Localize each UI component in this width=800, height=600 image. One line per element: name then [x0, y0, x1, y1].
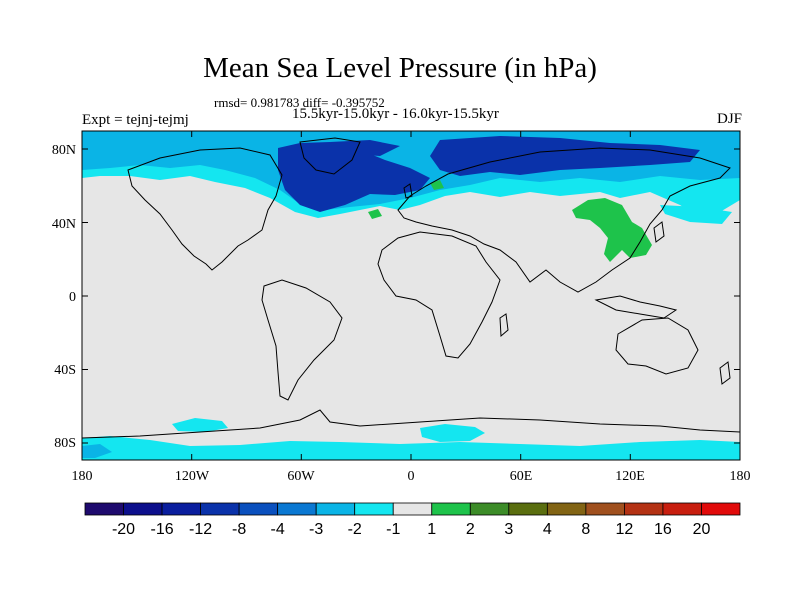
lon-tick-60e: 60E: [510, 469, 533, 484]
antarctic-light-negative-band: [82, 436, 740, 460]
greenland-strong-negative-patch: [330, 140, 400, 156]
colorbar-label: -4: [271, 521, 285, 538]
colorbar-box: [508, 502, 548, 516]
north-atlantic-strong-negative-core: [278, 142, 430, 212]
colorbar-box: [701, 502, 741, 516]
new-zealand-outline: [719, 361, 731, 385]
colorbar-box: [354, 502, 394, 516]
coastlines: [82, 137, 740, 439]
colorbar: [84, 502, 741, 516]
japan-outline: [653, 221, 665, 243]
colorbar-box: [238, 502, 279, 516]
colorbar-box: [624, 502, 664, 516]
lat-tick-40n: 40N: [52, 217, 76, 232]
colorbar-box: [123, 502, 163, 516]
lon-tick-120w: 120W: [175, 469, 210, 484]
colorbar-label: -16: [150, 521, 173, 538]
period-label: 15.5kyr-15.0kyr - 16.0kyr-15.5kyr: [292, 106, 499, 122]
colorbar-box: [200, 502, 240, 516]
south-atlantic-light-negative-patch: [420, 424, 485, 442]
eurasian-arctic-strong-negative-core: [430, 136, 700, 176]
colorbar-box: [431, 502, 471, 516]
antarctica-outline: [82, 409, 740, 439]
lat-tick-80s: 80S: [54, 436, 76, 451]
south-america-outline: [261, 279, 343, 401]
colorbar-label: 12: [616, 521, 634, 538]
lat-tick-0: 0: [69, 290, 76, 305]
colorbar-label: -20: [112, 521, 135, 538]
colorbar-box: [546, 502, 587, 516]
lon-tick-120e: 120E: [615, 469, 645, 484]
colorbar-box: [315, 502, 356, 516]
colorbar-label: -12: [189, 521, 212, 538]
british-isles-outline: [403, 183, 413, 199]
lon-tick-60w: 60W: [287, 469, 315, 484]
colorbar-label: -1: [386, 521, 400, 538]
madagascar-outline: [499, 313, 509, 338]
colorbar-label: 8: [581, 521, 590, 538]
axis-tick-marks: [81, 131, 741, 460]
colorbar-label: 2: [466, 521, 475, 538]
colorbar-label: 16: [654, 521, 672, 538]
maritime-continent-outline: [594, 295, 678, 319]
colorbar-box: [161, 502, 201, 516]
antarctic-mid-negative-patch: [82, 444, 112, 458]
colorbar-label: -2: [348, 521, 362, 538]
colorbar-box: [585, 502, 625, 516]
colorbar-label: 4: [543, 521, 552, 538]
south-pacific-light-negative-patch: [172, 418, 228, 432]
rmsd-diff-stats: rmsd= 0.981783 diff= -0.395752: [214, 95, 385, 110]
colorbar-box: [469, 502, 510, 516]
scandinavia-positive-patch: [430, 180, 444, 190]
colorbar-box: [277, 502, 317, 516]
kamchatka-light-negative-patch: [660, 205, 732, 224]
colorbar-label: 3: [504, 521, 513, 538]
lat-tick-80n: 80N: [52, 143, 76, 158]
atlantic-positive-patch: [368, 209, 382, 219]
season-label: DJF: [716, 111, 742, 127]
north-america-outline: [127, 147, 283, 271]
colorbar-label: 1: [427, 521, 436, 538]
east-asia-positive-anomaly: [572, 198, 652, 262]
lon-tick-180-west: 180: [72, 469, 93, 484]
colorbar-label: -8: [232, 521, 246, 538]
africa-outline: [377, 231, 501, 359]
colorbar-labels: -20 -16 -12 -8 -4 -3 -2 -1 1 2 3 4 8 12 16 20: [112, 521, 711, 538]
colorbar-box: [84, 502, 124, 516]
greenland-outline: [299, 137, 361, 175]
lon-tick-0: 0: [408, 469, 415, 484]
colorbar-label: -3: [309, 521, 323, 538]
lat-tick-40s: 40S: [54, 363, 76, 378]
chart-title: Mean Sea Level Pressure (in hPa): [203, 52, 597, 84]
colorbar-label: 20: [693, 521, 711, 538]
colorbar-box: [662, 502, 702, 516]
map-field: [82, 131, 740, 460]
eurasia-outline: [397, 147, 731, 293]
experiment-label: Expt = tejnj-tejmj: [82, 112, 189, 128]
colorbar-box: [392, 502, 433, 516]
lon-tick-180-east: 180: [730, 469, 751, 484]
australia-outline: [615, 317, 699, 375]
